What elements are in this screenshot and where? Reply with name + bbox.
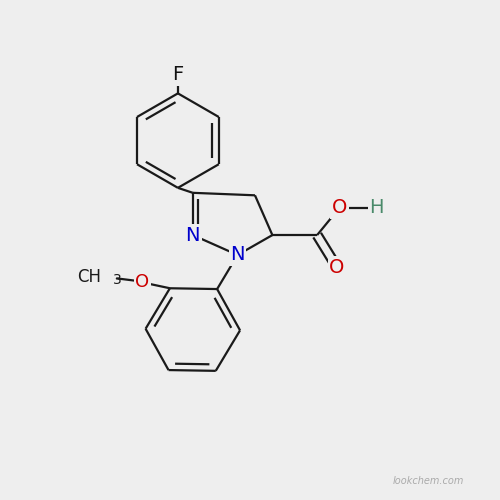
Text: N: N bbox=[186, 226, 200, 244]
Text: O: O bbox=[136, 274, 149, 291]
Text: 3: 3 bbox=[112, 274, 122, 287]
Text: H: H bbox=[370, 198, 384, 217]
Text: N: N bbox=[230, 246, 245, 264]
Text: CH: CH bbox=[78, 268, 102, 286]
Text: lookchem.com: lookchem.com bbox=[392, 476, 464, 486]
Text: O: O bbox=[330, 258, 344, 277]
Text: F: F bbox=[172, 65, 184, 84]
Text: O: O bbox=[332, 198, 347, 217]
